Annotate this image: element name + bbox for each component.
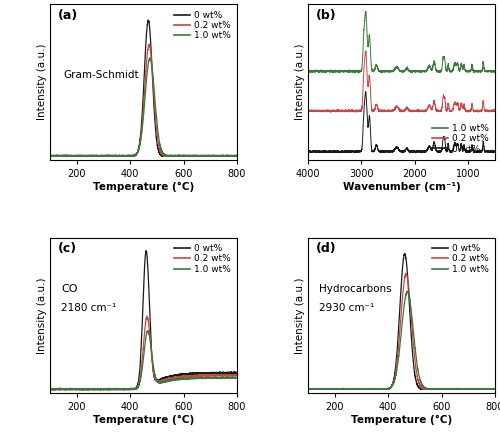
X-axis label: Temperature (°C): Temperature (°C) bbox=[93, 415, 194, 425]
1.0 wt% bbox=[210, 153, 216, 159]
0.2 wt% bbox=[47, 153, 53, 158]
Y-axis label: Intensity (a.u.): Intensity (a.u.) bbox=[37, 44, 47, 121]
0.2 wt% bbox=[210, 153, 216, 159]
0 wt% bbox=[47, 153, 53, 158]
X-axis label: Temperature (°C): Temperature (°C) bbox=[93, 182, 194, 192]
1.0 wt% bbox=[47, 153, 53, 159]
0 wt% bbox=[145, 17, 151, 23]
0 wt% bbox=[234, 153, 240, 159]
Text: Gram-Schmidt: Gram-Schmidt bbox=[63, 70, 138, 80]
1.0 wt% bbox=[118, 153, 124, 159]
0.2 wt% bbox=[234, 153, 240, 159]
0 wt% bbox=[48, 153, 54, 159]
0 wt% bbox=[230, 153, 236, 158]
Text: (c): (c) bbox=[58, 243, 76, 255]
Legend: 0 wt%, 0.2 wt%, 1.0 wt%: 0 wt%, 0.2 wt%, 1.0 wt% bbox=[172, 9, 233, 42]
Text: CO: CO bbox=[61, 284, 78, 295]
0.2 wt% bbox=[119, 153, 125, 159]
Text: (d): (d) bbox=[316, 243, 336, 255]
0 wt% bbox=[80, 153, 86, 159]
Y-axis label: Intensity (a.u.): Intensity (a.u.) bbox=[295, 277, 305, 354]
X-axis label: Wavenumber (cm⁻¹): Wavenumber (cm⁻¹) bbox=[342, 182, 460, 192]
Legend: 0 wt%, 0.2 wt%, 1.0 wt%: 0 wt%, 0.2 wt%, 1.0 wt% bbox=[172, 242, 233, 276]
1.0 wt% bbox=[68, 153, 74, 159]
0.2 wt% bbox=[230, 153, 236, 159]
Text: (b): (b) bbox=[316, 9, 336, 22]
0 wt% bbox=[127, 153, 133, 159]
Text: (a): (a) bbox=[58, 9, 78, 22]
0.2 wt% bbox=[80, 153, 86, 159]
Text: 2180 cm⁻¹: 2180 cm⁻¹ bbox=[61, 303, 116, 313]
Text: Hydrocarbons: Hydrocarbons bbox=[319, 284, 392, 295]
Line: 1.0 wt%: 1.0 wt% bbox=[50, 58, 237, 156]
Legend: 0 wt%, 0.2 wt%, 1.0 wt%: 0 wt%, 0.2 wt%, 1.0 wt% bbox=[430, 242, 490, 276]
X-axis label: Temperature (°C): Temperature (°C) bbox=[351, 415, 452, 425]
0.2 wt% bbox=[47, 153, 53, 159]
Text: 2930 cm⁻¹: 2930 cm⁻¹ bbox=[319, 303, 374, 313]
0.2 wt% bbox=[68, 153, 74, 158]
Line: 0 wt%: 0 wt% bbox=[50, 20, 237, 156]
Y-axis label: Intensity (a.u.): Intensity (a.u.) bbox=[295, 44, 305, 121]
1.0 wt% bbox=[230, 153, 236, 158]
Legend: 1.0 wt%, 0.2 wt%, 0 wt%: 1.0 wt%, 0.2 wt%, 0 wt% bbox=[430, 122, 490, 156]
Y-axis label: Intensity (a.u.): Intensity (a.u.) bbox=[37, 277, 47, 354]
Line: 0.2 wt%: 0.2 wt% bbox=[50, 45, 237, 156]
1.0 wt% bbox=[80, 153, 86, 158]
0 wt% bbox=[68, 153, 74, 159]
1.0 wt% bbox=[234, 153, 240, 159]
0 wt% bbox=[119, 153, 125, 159]
0.2 wt% bbox=[127, 153, 133, 159]
1.0 wt% bbox=[147, 55, 153, 61]
0 wt% bbox=[210, 153, 216, 159]
1.0 wt% bbox=[127, 153, 133, 159]
0.2 wt% bbox=[146, 42, 152, 47]
